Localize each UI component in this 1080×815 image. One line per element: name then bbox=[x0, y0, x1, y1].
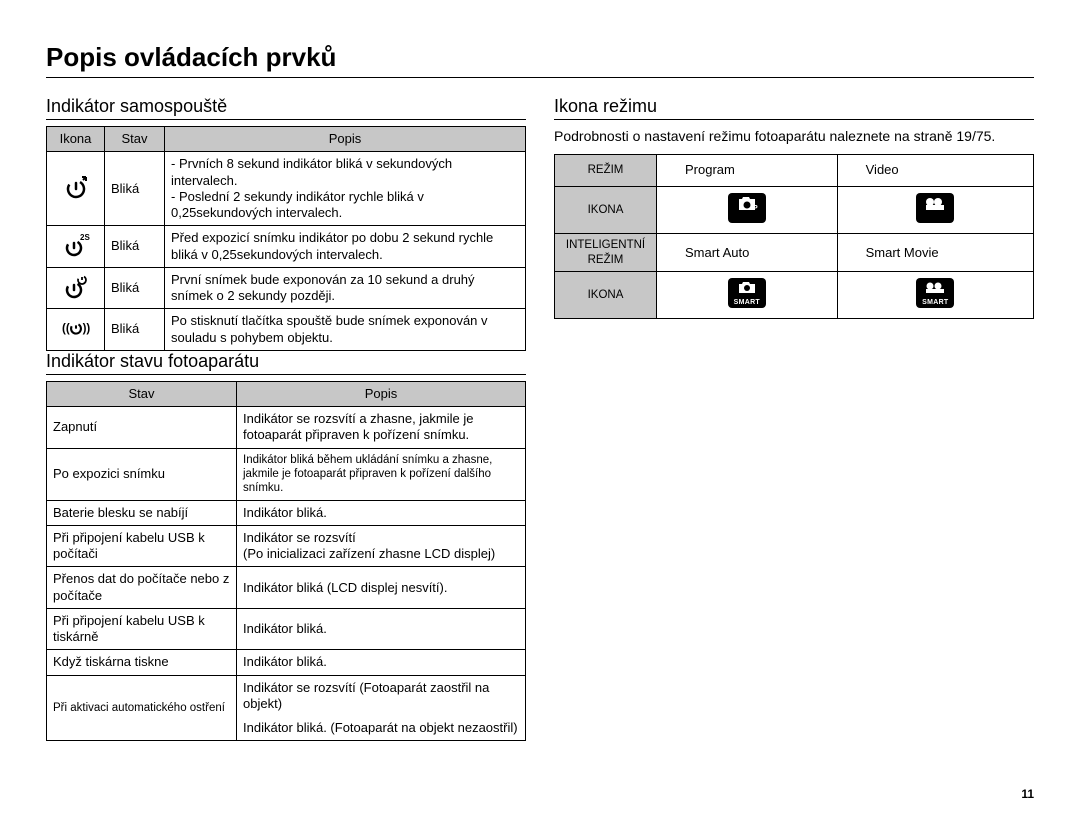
table-row: Při připojení kabelu USB k tiskárněIndik… bbox=[47, 608, 526, 650]
section-heading-status: Indikátor stavu fotoaparátu bbox=[46, 351, 526, 375]
stav-cell: Bliká bbox=[105, 226, 165, 268]
timer-10-icon bbox=[47, 152, 105, 226]
popis-cell: Indikátor bliká (LCD displej nesvítí). bbox=[237, 567, 526, 609]
camera-p-icon: P bbox=[728, 193, 766, 223]
icon-smart-auto: SMART bbox=[657, 272, 838, 319]
table-row: Při připojení kabelu USB k počítačiIndik… bbox=[47, 525, 526, 567]
icon-smart-movie: SMART bbox=[837, 272, 1033, 319]
label-int-rezim: INTELIGENTNÍ REŽIM bbox=[555, 234, 657, 272]
popis-cell: - Prvních 8 sekund indikátor bliká v sek… bbox=[165, 152, 526, 226]
popis-cell: Indikátor se rozsvítí (Po inicializaci z… bbox=[237, 525, 526, 567]
table-row: Bliká- Prvních 8 sekund indikátor bliká … bbox=[47, 152, 526, 226]
page-number: 11 bbox=[1021, 787, 1034, 801]
val-smart-movie: Smart Movie bbox=[837, 234, 1033, 272]
table-row: Při aktivaci automatického ostřeníIndiká… bbox=[47, 675, 526, 716]
label-rezim: REŽIM bbox=[555, 155, 657, 187]
popis-cell: Po stisknutí tlačítka spouště bude sníme… bbox=[165, 309, 526, 351]
svg-text:((: (( bbox=[62, 323, 70, 335]
stav-cell: Baterie blesku se nabíjí bbox=[47, 500, 237, 525]
status-table: Stav Popis ZapnutíIndikátor se rozsvítí … bbox=[46, 381, 526, 742]
stav-cell: Při připojení kabelu USB k tiskárně bbox=[47, 608, 237, 650]
page-title: Popis ovládacích prvků bbox=[46, 42, 1034, 78]
table-row: 2S BlikáPřed expozicí snímku indikátor po… bbox=[47, 226, 526, 268]
timer-double-icon bbox=[47, 267, 105, 309]
val-program: Program bbox=[657, 155, 838, 187]
table-row: Po expozici snímkuIndikátor bliká během … bbox=[47, 448, 526, 500]
popis-cell: Indikátor bliká. bbox=[237, 500, 526, 525]
stav-cell: Při připojení kabelu USB k počítači bbox=[47, 525, 237, 567]
col-stav: Stav bbox=[105, 127, 165, 152]
popis-cell: Indikátor bliká. bbox=[237, 608, 526, 650]
stav-cell: Když tiskárna tiskne bbox=[47, 650, 237, 675]
table-row: Přenos dat do počítače nebo z počítačeIn… bbox=[47, 567, 526, 609]
col-stav2: Stav bbox=[47, 381, 237, 406]
videocam-smart-icon: SMART bbox=[916, 278, 954, 308]
col-popis: Popis bbox=[165, 127, 526, 152]
popis-cell: Indikátor bliká. bbox=[237, 650, 526, 675]
popis-cell: Před expozicí snímku indikátor po dobu 2… bbox=[165, 226, 526, 268]
timer-motion-icon: (()) bbox=[47, 309, 105, 351]
col-popis2: Popis bbox=[237, 381, 526, 406]
svg-text:)): )) bbox=[82, 323, 89, 335]
stav-cell: Zapnutí bbox=[47, 407, 237, 449]
popis-cell: Indikátor se rozsvítí a zhasne, jakmile … bbox=[237, 407, 526, 449]
popis-cell: Indikátor se rozsvítí (Fotoaparát zaostř… bbox=[237, 675, 526, 716]
stav-cell: Přenos dat do počítače nebo z počítače bbox=[47, 567, 237, 609]
col-ikona: Ikona bbox=[47, 127, 105, 152]
table-row: BlikáPrvní snímek bude exponován za 10 s… bbox=[47, 267, 526, 309]
table-row: Když tiskárna tiskneIndikátor bliká. bbox=[47, 650, 526, 675]
section-heading-mode: Ikona režimu bbox=[554, 96, 1034, 120]
val-video: Video bbox=[837, 155, 1033, 187]
selftimer-table: Ikona Stav Popis Bliká- Prvních 8 sekund… bbox=[46, 126, 526, 351]
icon-program: P bbox=[657, 187, 838, 234]
popis-cell: První snímek bude exponován za 10 sekund… bbox=[165, 267, 526, 309]
timer-2s-icon: 2S bbox=[47, 226, 105, 268]
right-column: Ikona režimu Podrobnosti o nastavení rež… bbox=[554, 96, 1034, 741]
label-ikona2: IKONA bbox=[555, 272, 657, 319]
svg-text:2S: 2S bbox=[80, 233, 90, 242]
popis-cell: Indikátor bliká během ukládání snímku a … bbox=[237, 448, 526, 500]
videocam-icon bbox=[916, 193, 954, 223]
val-smart-auto: Smart Auto bbox=[657, 234, 838, 272]
camera-smart-icon: SMART bbox=[728, 278, 766, 308]
mode-intro-text: Podrobnosti o nastavení režimu fotoapará… bbox=[554, 128, 1034, 144]
stav-cell: Bliká bbox=[105, 309, 165, 351]
mode-table: REŽIM Program Video IKONA P bbox=[554, 154, 1034, 319]
left-column: Indikátor samospouště Ikona Stav Popis B… bbox=[46, 96, 526, 741]
section-heading-selftimer: Indikátor samospouště bbox=[46, 96, 526, 120]
stav-cell: Při aktivaci automatického ostření bbox=[47, 675, 237, 741]
table-row: ZapnutíIndikátor se rozsvítí a zhasne, j… bbox=[47, 407, 526, 449]
svg-text:P: P bbox=[753, 205, 758, 212]
stav-cell: Bliká bbox=[105, 267, 165, 309]
icon-video bbox=[837, 187, 1033, 234]
label-ikona1: IKONA bbox=[555, 187, 657, 234]
table-row: (())BlikáPo stisknutí tlačítka spouště b… bbox=[47, 309, 526, 351]
table-row: Baterie blesku se nabíjíIndikátor bliká. bbox=[47, 500, 526, 525]
popis-cell: Indikátor bliká. (Fotoaparát na objekt n… bbox=[237, 716, 526, 741]
stav-cell: Bliká bbox=[105, 152, 165, 226]
stav-cell: Po expozici snímku bbox=[47, 448, 237, 500]
